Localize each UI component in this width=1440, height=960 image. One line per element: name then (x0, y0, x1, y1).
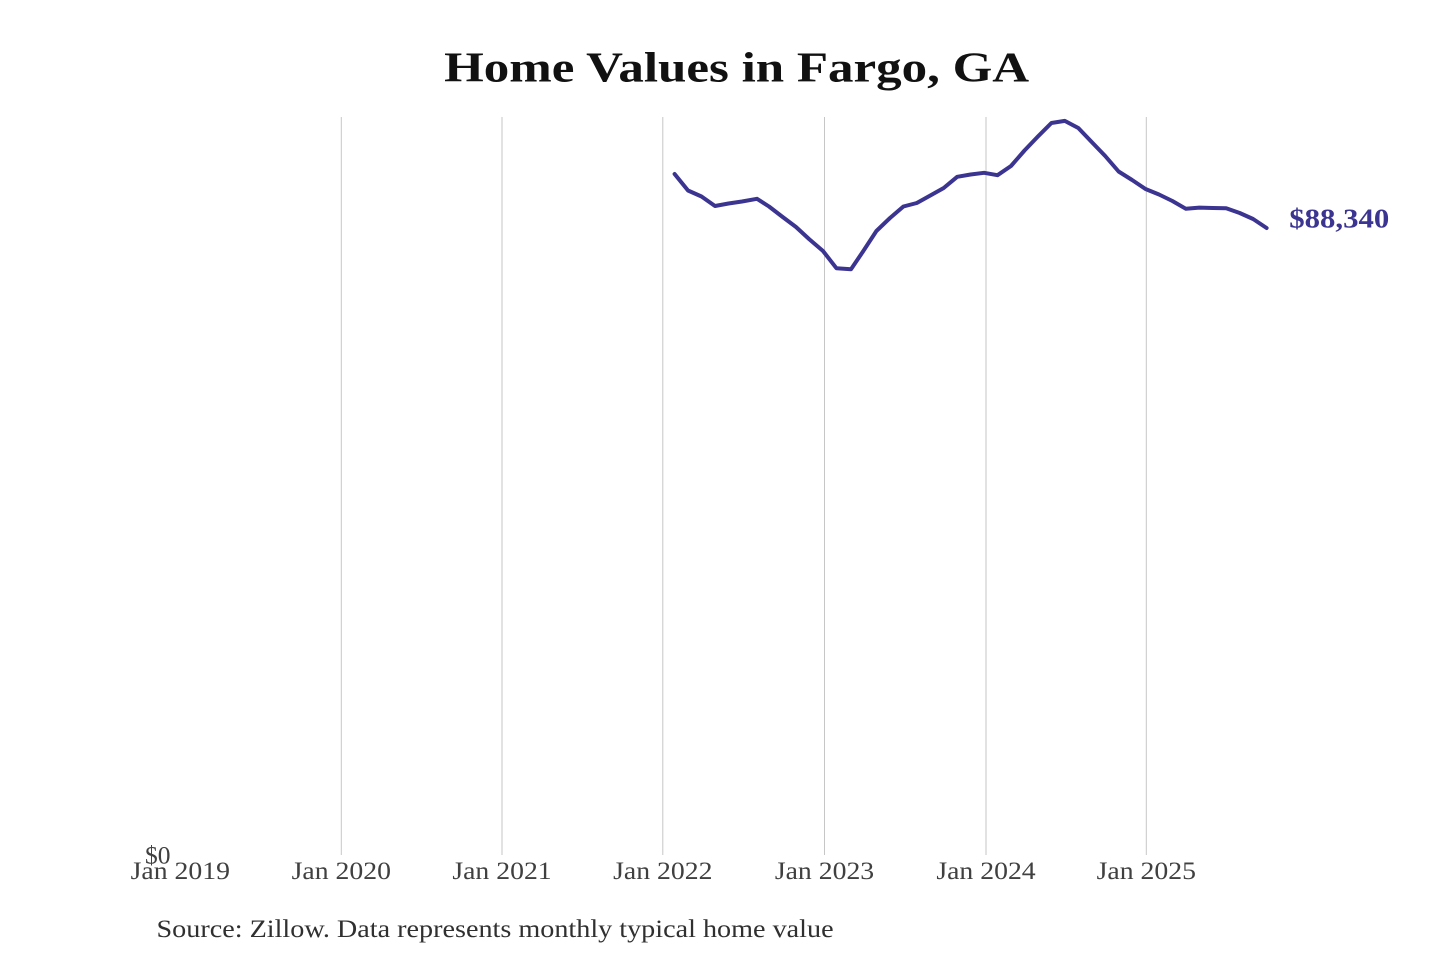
svg-text:Jan 2022: Jan 2022 (613, 856, 712, 885)
svg-text:Jan 2020: Jan 2020 (292, 856, 391, 885)
svg-text:Home Values in Fargo, GA: Home Values in Fargo, GA (444, 44, 1029, 91)
svg-text:Source: Zillow. Data represent: Source: Zillow. Data represents monthly … (157, 915, 834, 943)
svg-text:$88,340: $88,340 (1289, 204, 1389, 234)
svg-text:Jan 2019: Jan 2019 (131, 856, 230, 885)
svg-text:Jan 2021: Jan 2021 (452, 856, 551, 885)
svg-text:Jan 2024: Jan 2024 (936, 856, 1035, 885)
svg-text:Jan 2023: Jan 2023 (775, 856, 874, 885)
svg-text:$0: $0 (145, 841, 171, 870)
svg-text:Jan 2025: Jan 2025 (1097, 856, 1196, 885)
